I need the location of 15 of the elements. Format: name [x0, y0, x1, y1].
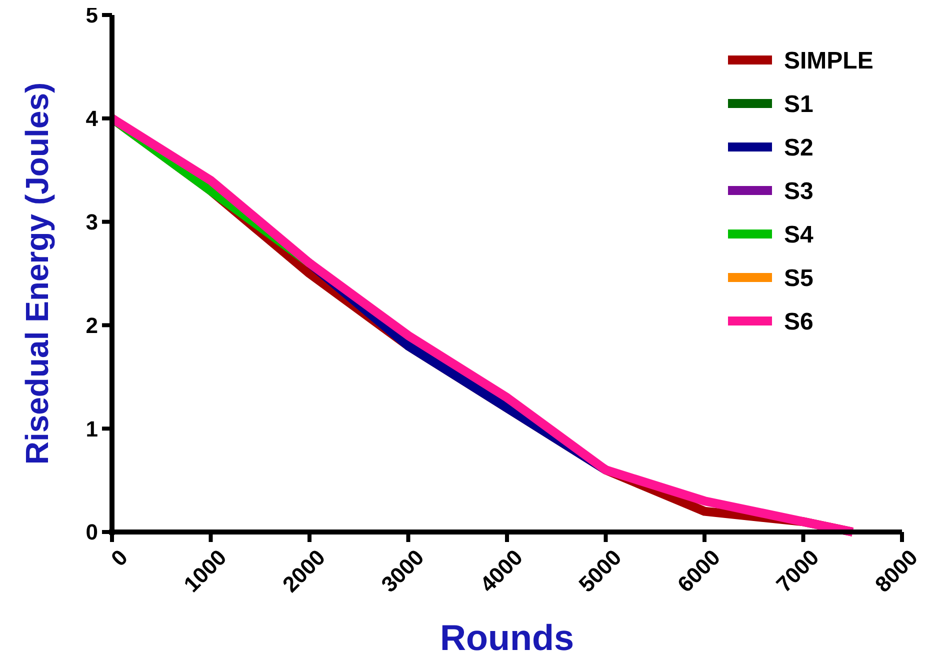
x-tick-label: 0	[106, 544, 132, 572]
x-axis-title: Rounds	[440, 617, 574, 658]
legend-label: S3	[784, 178, 814, 205]
y-tick-label: 2	[86, 312, 98, 338]
y-axis-title: Risedual Energy (Joules)	[19, 82, 55, 465]
legend-label: S1	[784, 90, 814, 118]
y-tick-label: 3	[86, 210, 98, 234]
y-tick-label: 4	[86, 106, 99, 132]
legend-label: S2	[784, 134, 814, 162]
legend-label: S4	[784, 221, 814, 248]
y-tick-label: 0	[86, 520, 98, 545]
legend-label: SIMPLE	[784, 47, 874, 74]
legend-label: S6	[784, 308, 814, 336]
y-tick-label: 1	[86, 416, 98, 442]
legend-label: S5	[784, 264, 814, 292]
